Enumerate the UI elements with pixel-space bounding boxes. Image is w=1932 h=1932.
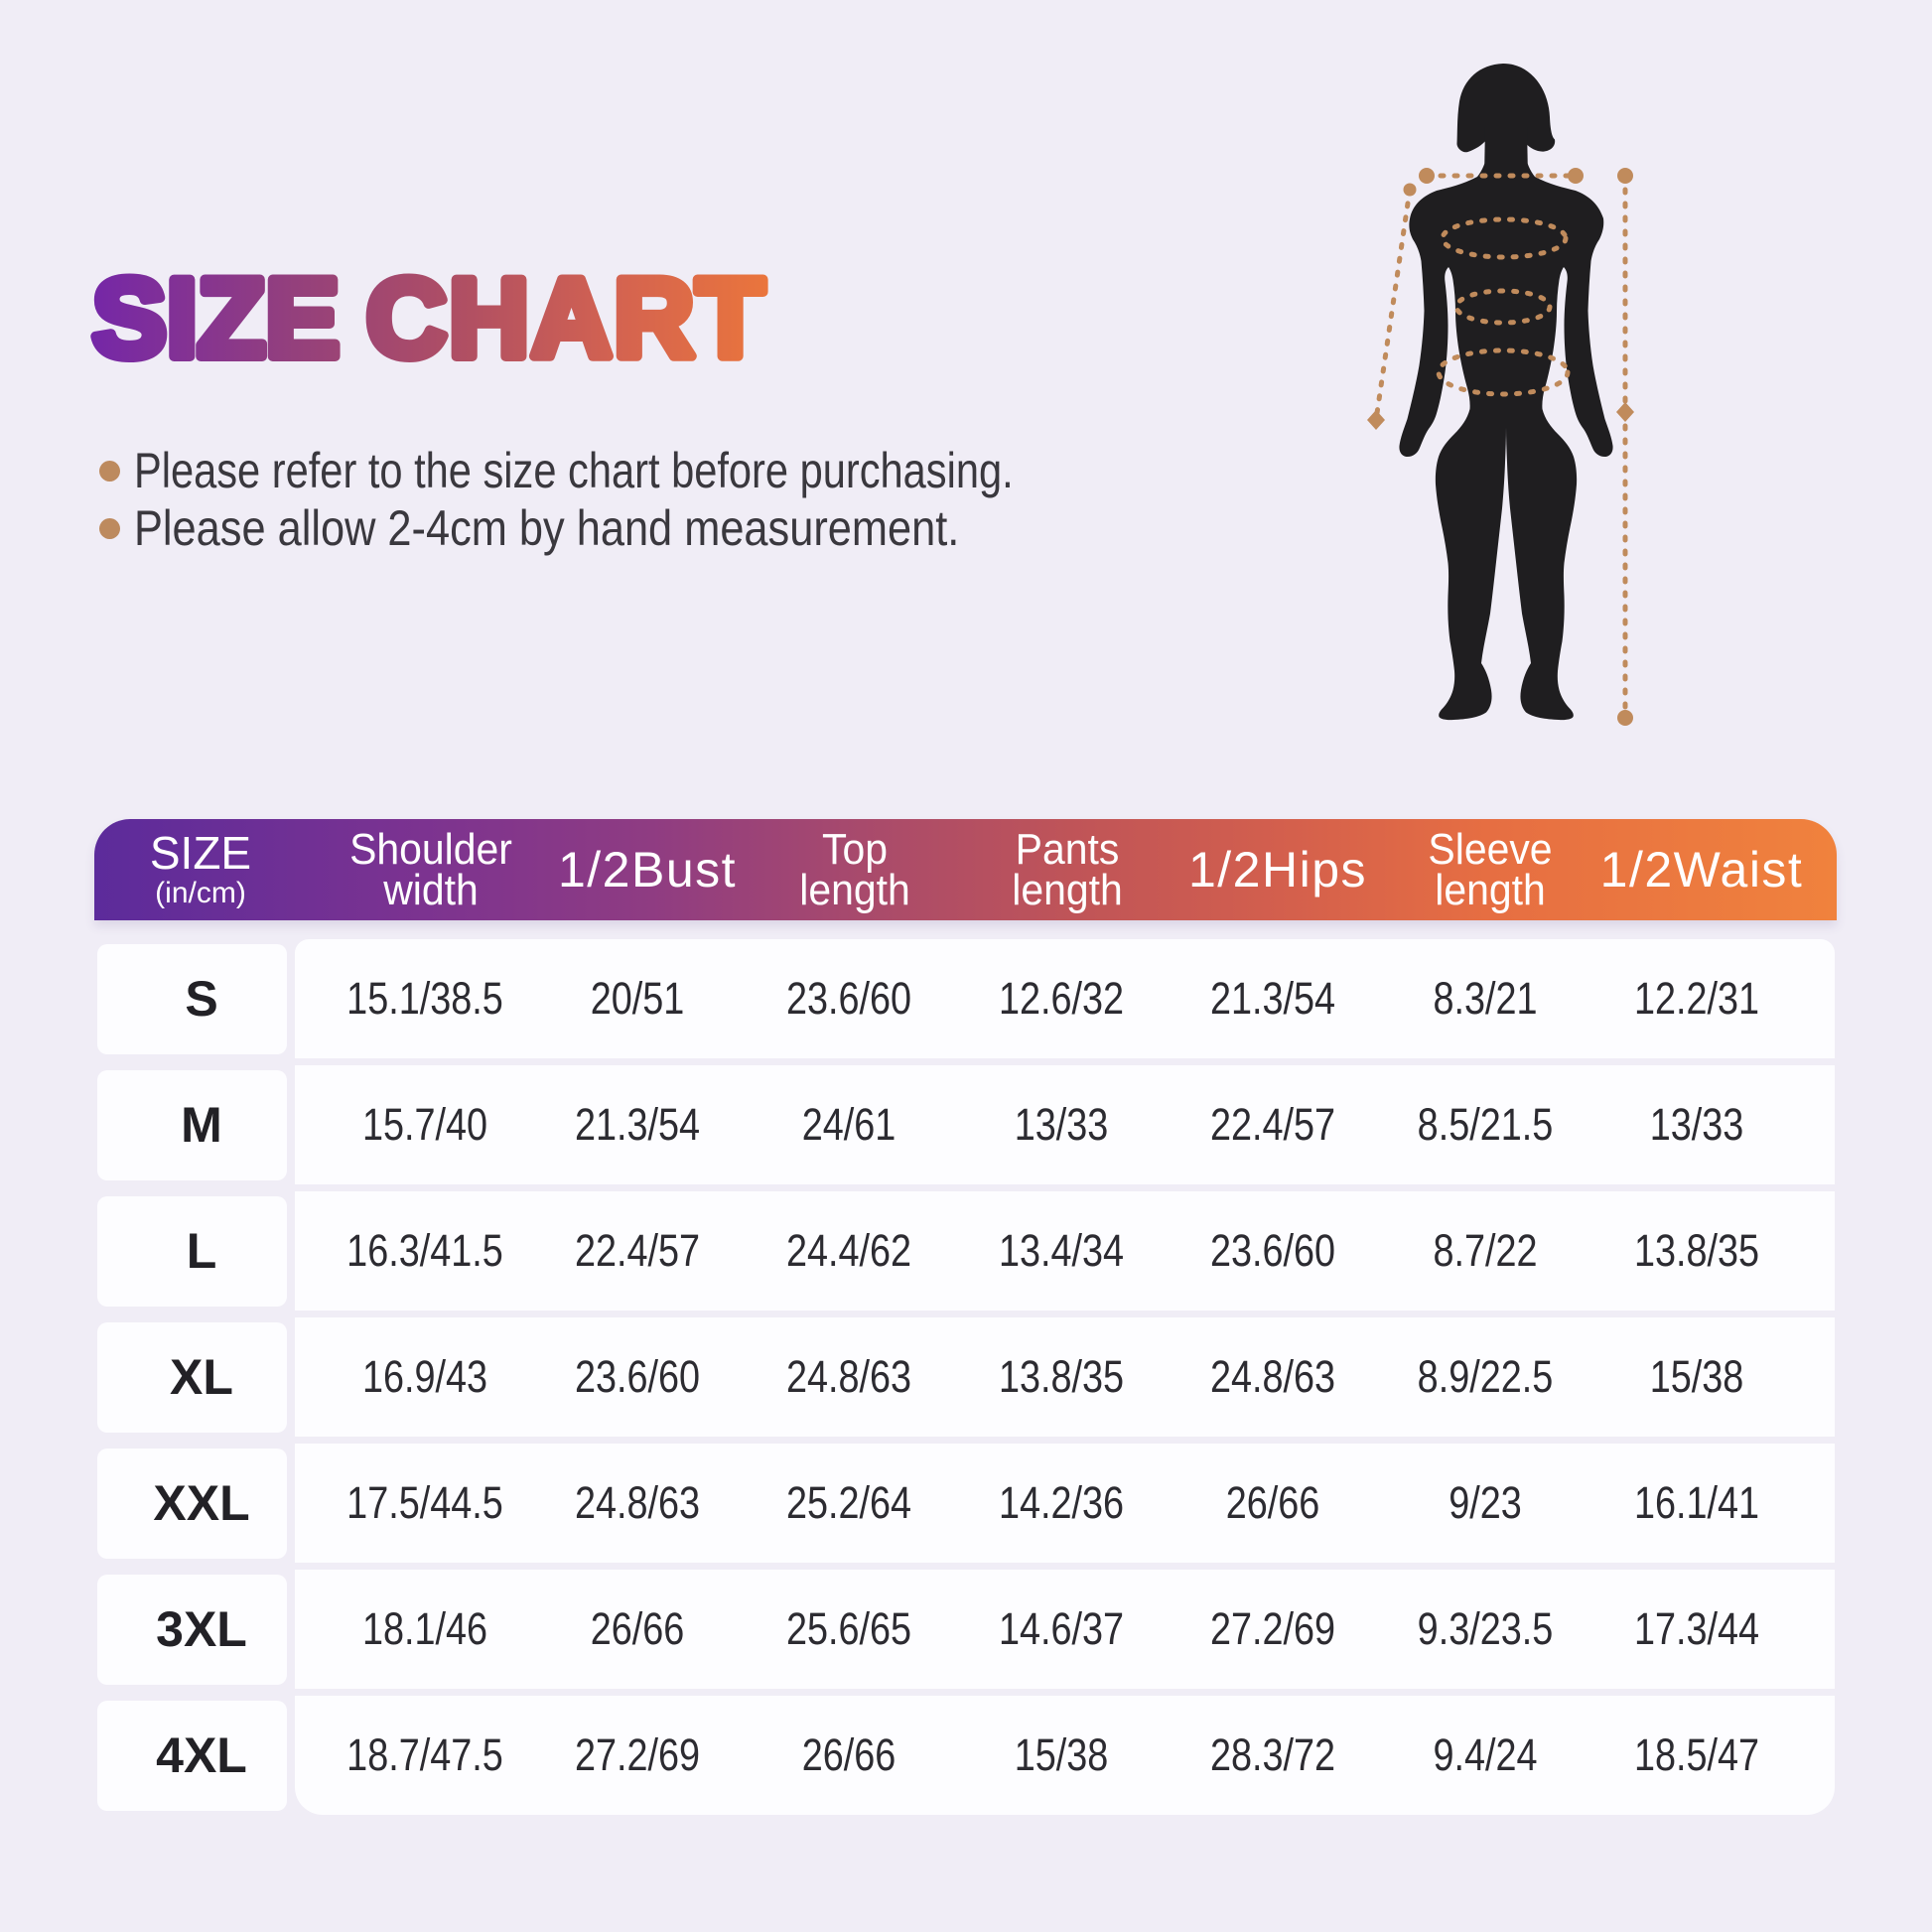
svg-text:SIZE: SIZE — [92, 256, 340, 380]
svg-text:CHART: CHART — [366, 256, 766, 380]
